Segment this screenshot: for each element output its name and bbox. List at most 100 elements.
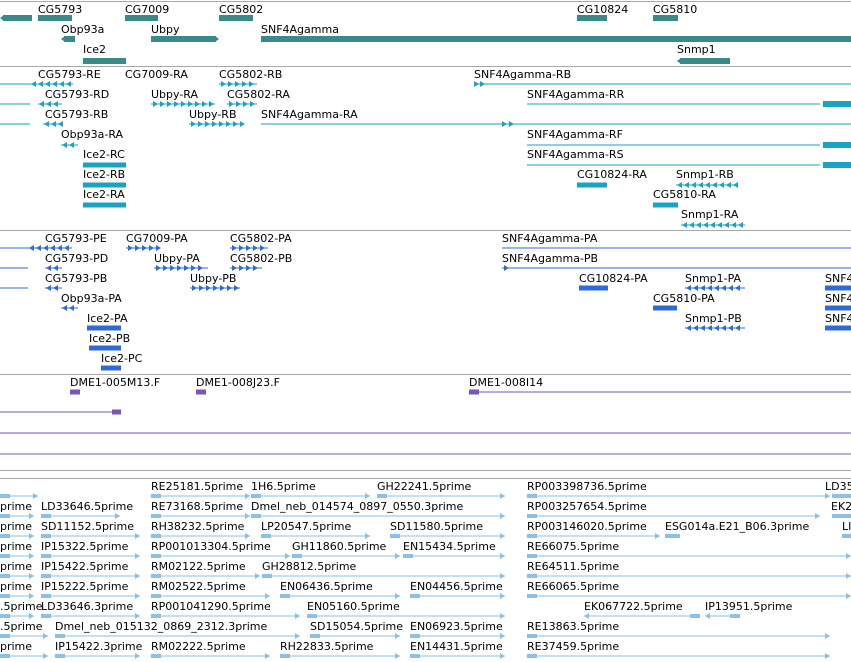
feature-glyph-protein-0[interactable] [0, 243, 30, 253]
feature-label-ubpy-pa[interactable]: Ubpy-PA [154, 252, 200, 265]
feature-label-5prime[interactable]: .5prime [0, 620, 43, 633]
feature-glyph-gene-3[interactable] [219, 13, 255, 23]
feature-glyph-gene-1[interactable] [38, 13, 74, 23]
feature-label-ip13951-5prime[interactable]: IP13951.5prime [705, 600, 793, 613]
feature-glyph-est-24[interactable] [403, 551, 507, 561]
feature-label-esg014a-e21-b06-3prime[interactable]: ESG014a.E21_B06.3prime [665, 520, 810, 533]
feature-label-en06923-5prime[interactable]: EN06923.5prime [410, 620, 503, 633]
feature-label-cg5802-pb[interactable]: CG5802-PB [230, 252, 293, 265]
feature-glyph-transcript-10[interactable] [823, 99, 851, 109]
feature-glyph-transcript-22[interactable] [823, 160, 851, 170]
feature-glyph-est-10[interactable] [527, 511, 822, 521]
feature-glyph-est-29[interactable] [262, 571, 507, 581]
feature-label-snf4agamma-pb[interactable]: SNF4Agamma-PB [502, 252, 599, 265]
feature-glyph-est-4[interactable] [527, 491, 832, 501]
feature-label-gh11860-5prime[interactable]: GH11860.5prime [292, 540, 387, 553]
feature-glyph-est-18[interactable] [665, 531, 682, 541]
feature-glyph-est-53[interactable] [527, 651, 832, 661]
feature-glyph-clone-4[interactable] [0, 407, 114, 417]
feature-label-prime[interactable]: prime [0, 580, 33, 593]
feature-label-prime[interactable]: prime [0, 520, 33, 533]
feature-glyph-clone-7[interactable] [0, 449, 851, 459]
feature-glyph-transcript-18[interactable] [527, 140, 822, 150]
feature-label-5prime[interactable]: .5prime [0, 600, 43, 613]
feature-label-ubpy[interactable]: Ubpy [151, 23, 180, 36]
feature-label-snf4[interactable]: SNF4 [825, 312, 851, 325]
feature-glyph-protein-23[interactable] [89, 343, 123, 353]
feature-glyph-est-50[interactable] [151, 651, 272, 661]
feature-glyph-transcript-25[interactable] [676, 180, 740, 190]
feature-label-en06436-5prime[interactable]: EN06436.5prime [280, 580, 373, 593]
feature-glyph-gene-8[interactable] [261, 34, 851, 44]
feature-glyph-est-39[interactable] [151, 611, 302, 621]
feature-label-cg5793-pb[interactable]: CG5793-PB [45, 272, 108, 285]
feature-glyph-est-42[interactable] [705, 611, 742, 621]
feature-label-ubpy-rb[interactable]: Ubpy-RB [189, 108, 237, 121]
feature-glyph-transcript-20[interactable] [83, 160, 128, 170]
feature-glyph-protein-17[interactable] [61, 303, 80, 313]
feature-label-ip15422-5prime[interactable]: IP15422.5prime [41, 560, 129, 573]
feature-glyph-est-12[interactable] [0, 531, 36, 541]
feature-label-1h6-5prime[interactable]: 1H6.5prime [251, 480, 316, 493]
feature-label-en15434-5prime[interactable]: EN15434.5prime [403, 540, 496, 553]
feature-glyph-est-43[interactable] [0, 631, 50, 641]
feature-label-cg5793[interactable]: CG5793 [38, 3, 83, 16]
feature-label-cg10824-ra[interactable]: CG10824-RA [577, 168, 647, 181]
feature-glyph-est-27[interactable] [41, 571, 142, 581]
feature-glyph-transcript-15[interactable] [500, 119, 515, 129]
feature-glyph-transcript-14[interactable] [261, 119, 502, 129]
feature-label-ld35[interactable]: LD35 [825, 480, 851, 493]
feature-glyph-est-28[interactable] [151, 571, 262, 581]
feature-glyph-est-17[interactable] [527, 531, 662, 541]
feature-label-snf4agamma-rs[interactable]: SNF4Agamma-RS [527, 148, 624, 161]
feature-label-snmp1-pa[interactable]: Snmp1-PA [685, 272, 742, 285]
feature-glyph-est-38[interactable] [41, 611, 142, 621]
feature-glyph-est-6[interactable] [0, 511, 36, 521]
feature-label-dmel-neb-015132-0869-2312-3prime[interactable]: Dmel_neb_015132_0869_2312.3prime [55, 620, 268, 633]
feature-glyph-protein-20[interactable] [87, 323, 123, 333]
feature-label-cg7009-pa[interactable]: CG7009-PA [126, 232, 188, 245]
feature-glyph-est-45[interactable] [310, 631, 402, 641]
feature-glyph-transcript-11[interactable] [0, 119, 32, 129]
feature-glyph-transcript-24[interactable] [577, 180, 609, 190]
feature-glyph-transcript-19[interactable] [823, 140, 851, 150]
feature-glyph-est-15[interactable] [261, 531, 372, 541]
feature-label-cg7009[interactable]: CG7009 [125, 3, 170, 16]
feature-label-ice2-pa[interactable]: Ice2-PA [87, 312, 128, 325]
feature-glyph-transcript-5[interactable] [0, 99, 32, 109]
feature-glyph-gene-5[interactable] [653, 13, 680, 23]
feature-glyph-clone-0[interactable] [70, 387, 82, 397]
feature-label-re25181-5prime[interactable]: RE25181.5prime [151, 480, 244, 493]
feature-glyph-est-9[interactable] [251, 511, 507, 521]
feature-glyph-protein-11[interactable] [0, 283, 30, 293]
feature-glyph-est-44[interactable] [55, 631, 302, 641]
feature-glyph-protein-7[interactable] [154, 263, 210, 273]
feature-label-gh22241-5prime[interactable]: GH22241.5prime [377, 480, 472, 493]
feature-label-snmp1-pb[interactable]: Snmp1-PB [685, 312, 742, 325]
feature-label-cg5793-pe[interactable]: CG5793-PE [45, 232, 107, 245]
feature-label-prime[interactable]: prime [0, 540, 33, 553]
feature-glyph-transcript-16[interactable] [513, 119, 851, 129]
feature-label-obp93a-ra[interactable]: Obp93a-RA [61, 128, 124, 141]
feature-glyph-protein-2[interactable] [126, 243, 162, 253]
feature-glyph-est-33[interactable] [151, 591, 272, 601]
feature-glyph-protein-24[interactable] [101, 363, 123, 373]
feature-glyph-est-19[interactable] [842, 531, 851, 541]
feature-glyph-protein-13[interactable] [190, 283, 242, 293]
feature-glyph-transcript-0[interactable] [0, 79, 32, 89]
feature-glyph-est-21[interactable] [41, 551, 142, 561]
feature-label-lp20547-5prime[interactable]: LP20547.5prime [261, 520, 352, 533]
feature-glyph-transcript-28[interactable] [681, 220, 747, 230]
feature-glyph-protein-18[interactable] [653, 303, 679, 313]
feature-glyph-est-20[interactable] [0, 551, 36, 561]
feature-glyph-est-34[interactable] [280, 591, 402, 601]
feature-label-snmp1-rb[interactable]: Snmp1-RB [676, 168, 734, 181]
feature-label-cg5802-ra[interactable]: CG5802-RA [227, 88, 290, 101]
feature-glyph-est-32[interactable] [41, 591, 142, 601]
feature-label-dme1-008j23-f[interactable]: DME1-008J23.F [196, 376, 280, 389]
feature-glyph-protein-10[interactable] [513, 263, 851, 273]
feature-label-cg5802-pa[interactable]: CG5802-PA [230, 232, 292, 245]
feature-glyph-est-36[interactable] [527, 591, 851, 601]
feature-label-snf4agamma-rf[interactable]: SNF4Agamma-RF [527, 128, 623, 141]
feature-label-rp003257654-5prime[interactable]: RP003257654.5prime [527, 500, 647, 513]
